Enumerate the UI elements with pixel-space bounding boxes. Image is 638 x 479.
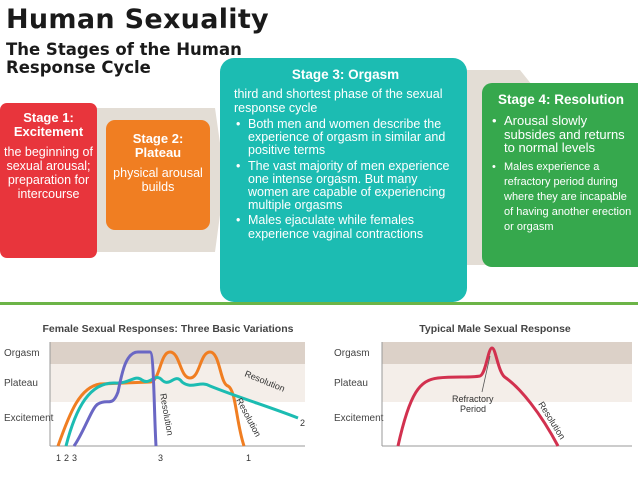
- stage-3-intro: third and shortest phase of the sexual r…: [234, 87, 443, 115]
- level-label-plateau: Plateau: [4, 378, 38, 389]
- curve-1: [56, 350, 246, 447]
- level-label-excitement: Excitement: [334, 413, 384, 424]
- stage-1-title: Stage 1: Excitement: [13, 110, 84, 139]
- level-label-orgasm: Orgasm: [334, 348, 370, 359]
- stage-2-title: Stage 2: Plateau: [132, 131, 184, 160]
- curve-2: [64, 375, 299, 447]
- curve-number-2-start: 2: [64, 453, 69, 463]
- female-chart-title: Female Sexual Responses: Three Basic Var…: [43, 323, 294, 335]
- excitement-band: [382, 402, 632, 446]
- curve-3: [72, 350, 158, 447]
- stage-3-title: Stage 3: Orgasm: [291, 67, 400, 82]
- stage-4-bullet: Males experience a refractory period dur…: [490, 160, 632, 235]
- female-response-chart: Female Sexual Responses: Three Basic Var…: [0, 312, 318, 479]
- curve-number-1-start: 1: [56, 453, 61, 463]
- stage-1-box: Stage 1: Excitement the beginning of sex…: [0, 103, 97, 258]
- male-curve: [396, 346, 560, 447]
- curve-number-1-end: 1: [246, 453, 251, 463]
- orgasm-band: [382, 342, 632, 364]
- excitement-band: [50, 402, 305, 446]
- stage-3-box: Stage 3: Orgasm third and shortest phase…: [220, 58, 467, 302]
- stage-4-title: Stage 4: Resolution: [497, 92, 624, 107]
- refractory-label-line2: Period: [460, 404, 486, 414]
- stage-4-bullet: Arousal slowly subsides and returns to n…: [490, 114, 632, 155]
- curve-number-3-start: 3: [72, 453, 77, 463]
- stage-4-box: Stage 4: Resolution Arousal slowly subsi…: [482, 83, 638, 267]
- plateau-band: [382, 364, 632, 402]
- stage-3-bullets: Both men and women describe the experien…: [234, 117, 457, 241]
- curve-number-2-end: 2: [300, 418, 305, 428]
- refractory-label-line1: Refractory: [452, 394, 494, 404]
- male-chart-title: Typical Male Sexual Response: [419, 323, 571, 335]
- orgasm-band: [50, 342, 305, 364]
- stage-1-text: the beginning of sexual arousal; prepara…: [4, 145, 93, 201]
- level-label-orgasm: Orgasm: [4, 348, 40, 359]
- curve-number-3-end: 3: [158, 453, 163, 463]
- stage-3-bullet: The vast majority of men experience one …: [234, 159, 457, 213]
- refractory-pointer: [481, 355, 491, 393]
- stage-2-box: Stage 2: Plateau physical arousal builds: [106, 120, 210, 230]
- stage-2-text: physical arousal builds: [113, 166, 203, 194]
- level-label-excitement: Excitement: [4, 413, 54, 424]
- stage-4-bullets: Arousal slowly subsides and returns to n…: [490, 114, 632, 235]
- level-label-plateau: Plateau: [334, 378, 368, 389]
- section-divider: [0, 302, 638, 305]
- stage-3-bullet: Both men and women describe the experien…: [234, 117, 457, 158]
- male-response-chart: Typical Male Sexual Response Orgasm Plat…: [334, 323, 632, 447]
- page-subtitle: The Stages of the Human Response Cycle: [6, 40, 242, 77]
- page-title: Human Sexuality: [6, 4, 269, 35]
- stage-3-bullet: Males ejaculate while females experience…: [234, 214, 457, 241]
- plateau-band: [50, 364, 305, 402]
